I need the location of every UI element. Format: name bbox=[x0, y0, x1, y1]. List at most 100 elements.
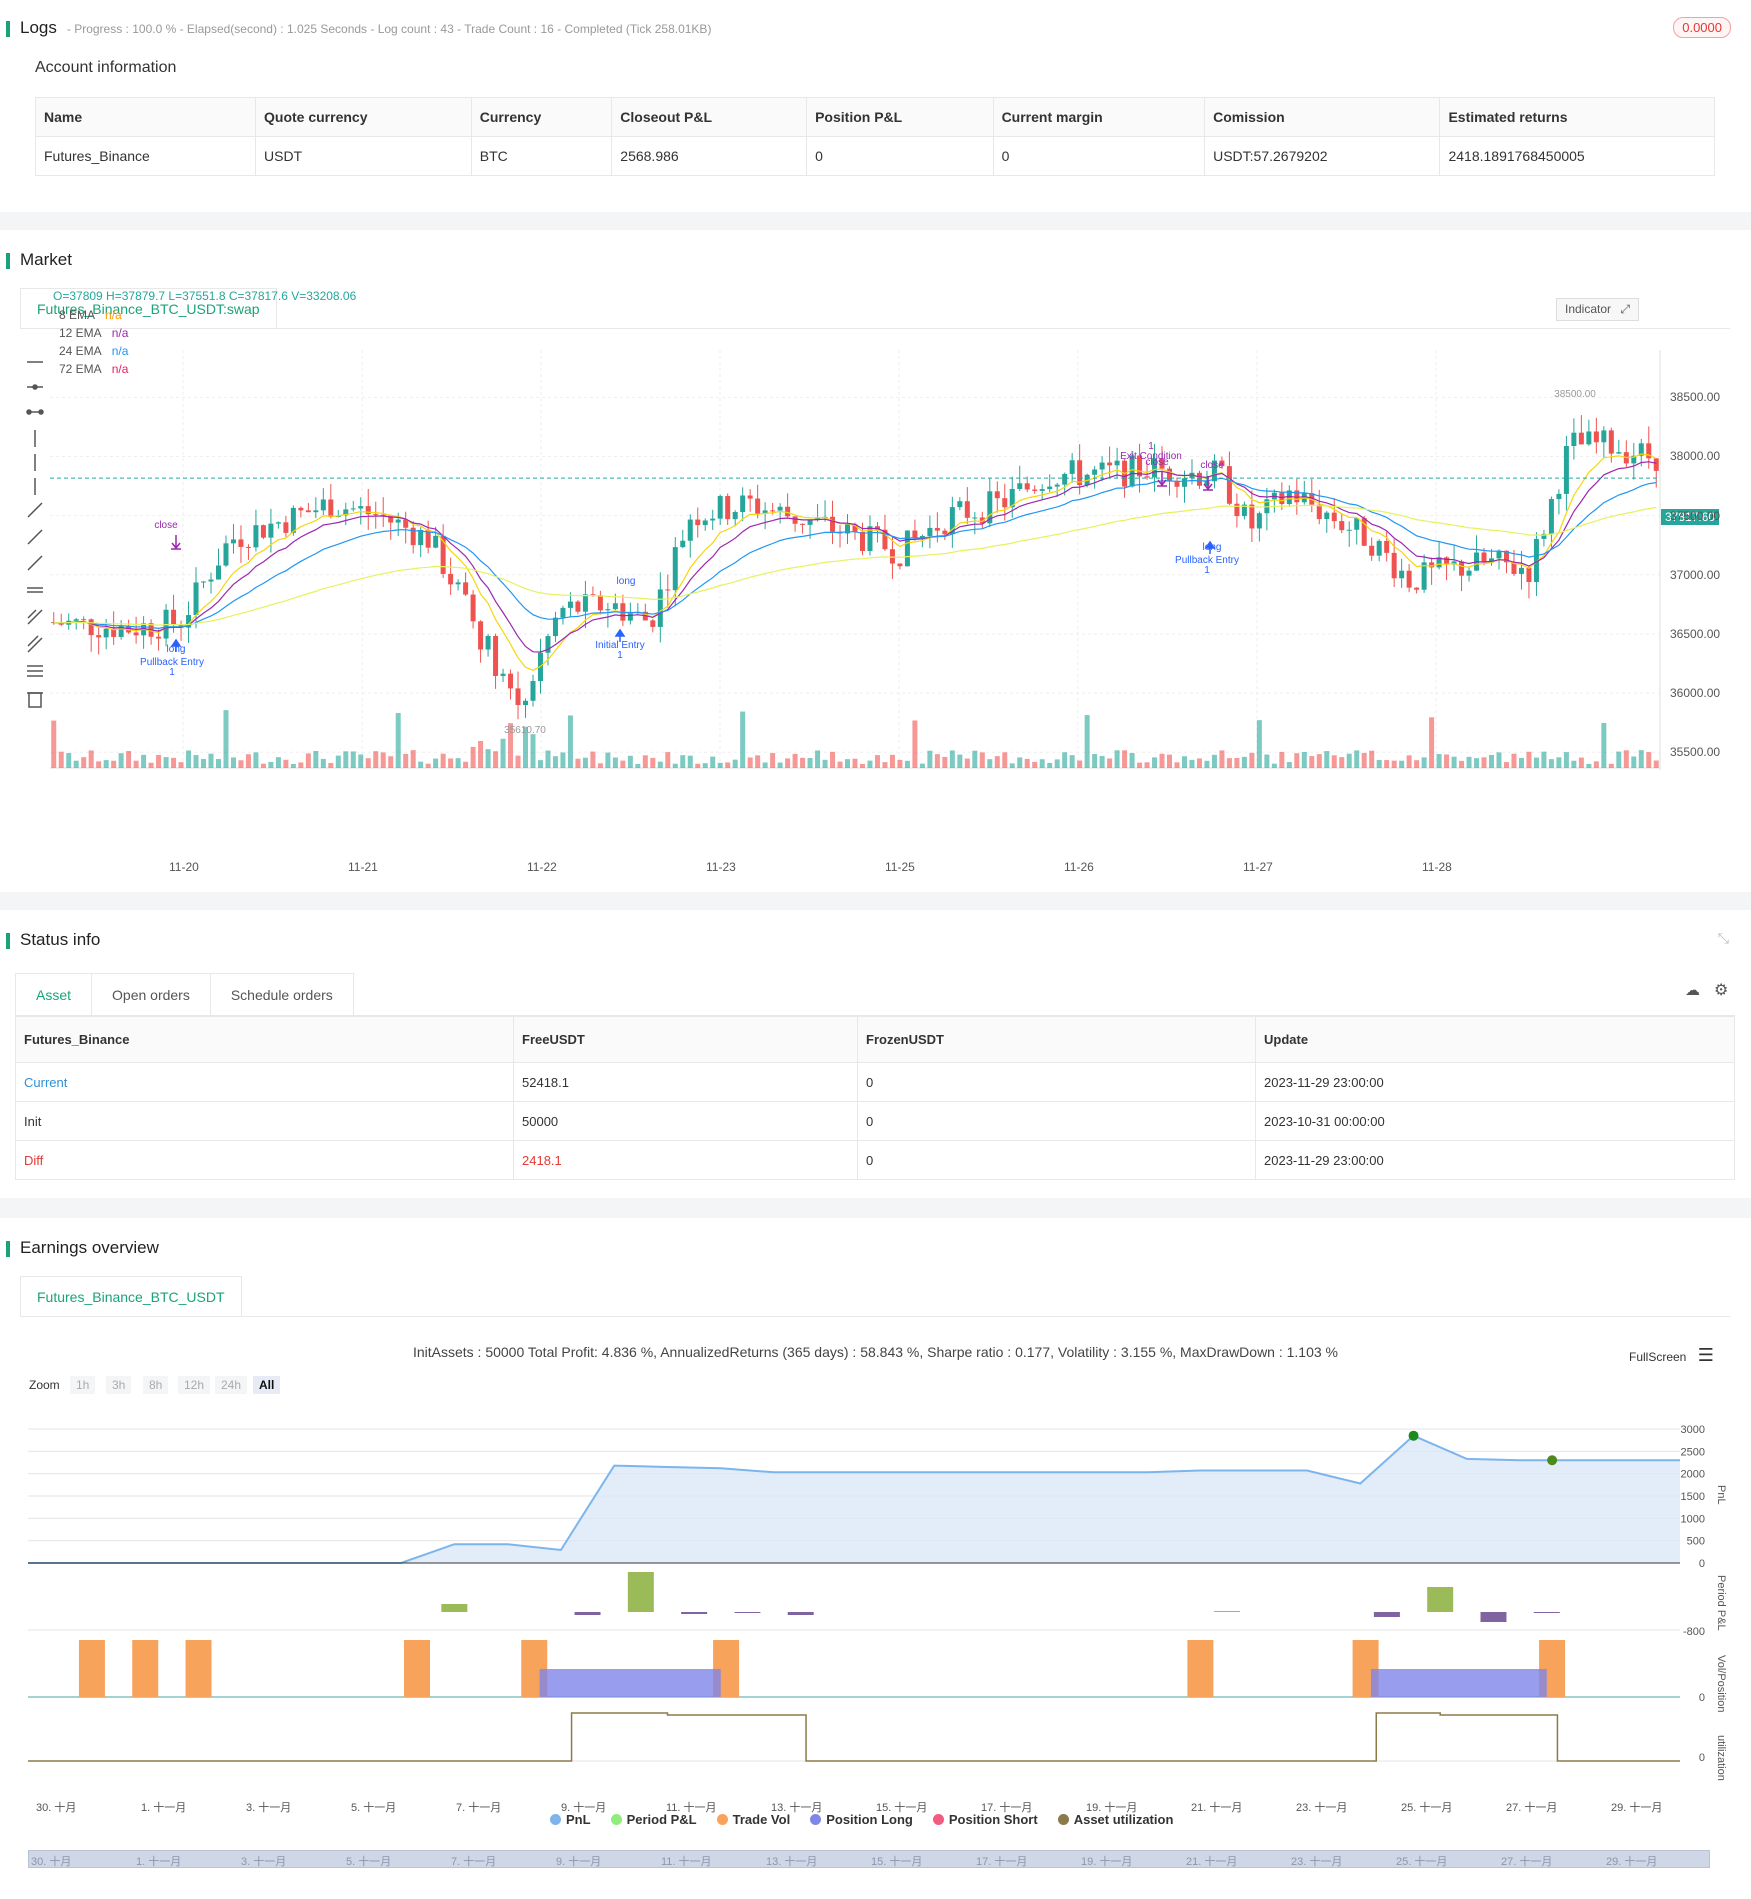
collapse-icon[interactable]: ⤡ bbox=[1717, 930, 1729, 946]
toolbar-icons[interactable] bbox=[24, 352, 46, 772]
acct-header: Name bbox=[35, 97, 256, 137]
zoom-all[interactable]: All bbox=[253, 1376, 281, 1394]
candle-body bbox=[156, 636, 162, 639]
zoom-12h[interactable]: 12h bbox=[178, 1376, 211, 1394]
candle-body bbox=[350, 508, 356, 510]
period-pnl-bar bbox=[627, 1572, 654, 1612]
navigator-tick: 23. 十一月 bbox=[1291, 1856, 1343, 1868]
volume-bar bbox=[283, 759, 289, 768]
legend-item[interactable]: Period P&L bbox=[610, 1812, 697, 1827]
candle-body bbox=[545, 636, 551, 653]
volume-bar bbox=[1189, 759, 1195, 768]
volume-bar bbox=[178, 762, 184, 768]
tab-open-orders[interactable]: Open orders bbox=[91, 973, 211, 1015]
earnings-symbol-tab[interactable]: Futures_Binance_BTC_USDT bbox=[20, 1276, 242, 1317]
volume-bar bbox=[1271, 763, 1277, 768]
navigator-tick: 19. 十一月 bbox=[1081, 1856, 1133, 1868]
candle-body bbox=[1586, 431, 1592, 445]
zoom-1h[interactable]: 1h bbox=[70, 1376, 96, 1394]
candle-body bbox=[650, 620, 656, 627]
volume-bar bbox=[934, 754, 940, 768]
asset-utilization-line bbox=[28, 1712, 1680, 1762]
settings-gear-icon[interactable]: ⚙ bbox=[1714, 982, 1729, 999]
zoom-3h[interactable]: 3h bbox=[106, 1376, 132, 1394]
candle-body bbox=[582, 594, 588, 612]
volume-bar bbox=[717, 762, 723, 768]
logs-badge[interactable]: 0.0000 bbox=[1673, 17, 1731, 38]
candle-body bbox=[777, 506, 783, 511]
legend-ema-72: 72 EMA n/a bbox=[59, 362, 129, 376]
cloud-download-icon[interactable]: ☁ bbox=[1685, 982, 1700, 999]
current-price-tag: 37817.60 bbox=[1661, 509, 1720, 525]
indicator-button[interactable]: Indicator ⤢ bbox=[1556, 298, 1639, 321]
candle-body bbox=[485, 635, 491, 650]
volume-bar bbox=[1451, 756, 1457, 768]
candle-body bbox=[852, 524, 858, 532]
zoom-8h[interactable]: 8h bbox=[143, 1376, 169, 1394]
candle-body bbox=[710, 518, 716, 521]
candle-body bbox=[830, 516, 836, 532]
period-axis-label: Period P&L bbox=[1715, 1575, 1727, 1631]
candle-body bbox=[657, 589, 663, 627]
candle-body bbox=[762, 510, 768, 514]
zoom-24h[interactable]: 24h bbox=[215, 1376, 248, 1394]
menu-icon[interactable]: ☰ bbox=[1697, 1345, 1714, 1365]
legend-item[interactable]: Position Short bbox=[932, 1812, 1038, 1827]
candle-body bbox=[695, 519, 701, 526]
volume-bar bbox=[350, 751, 356, 768]
volume-bar bbox=[230, 757, 236, 768]
volume-bar bbox=[1608, 763, 1614, 768]
volume-bar bbox=[313, 750, 319, 768]
volume-bar bbox=[1548, 759, 1554, 768]
tab-asset[interactable]: Asset bbox=[15, 973, 93, 1015]
tab-schedule-orders[interactable]: Schedule orders bbox=[209, 973, 354, 1015]
period-tick: -800 bbox=[1683, 1626, 1705, 1638]
candle-body bbox=[770, 510, 776, 512]
legend-dot-icon bbox=[550, 1814, 561, 1825]
volume-bar bbox=[163, 757, 169, 768]
volume-bar bbox=[1324, 751, 1330, 768]
volume-bar bbox=[1219, 750, 1225, 768]
candle-body bbox=[283, 522, 289, 533]
volume-bar bbox=[103, 760, 109, 768]
legend-item[interactable]: Trade Vol bbox=[716, 1812, 790, 1827]
legend-item[interactable]: Asset utilization bbox=[1057, 1812, 1173, 1827]
candle-body bbox=[133, 632, 139, 636]
period-pnl-bar bbox=[1533, 1612, 1560, 1613]
volume-bar bbox=[672, 763, 678, 768]
navigator-bar[interactable]: 30. 十月 1. 十一月 3. 十一月 5. 十一月 7. 十一月 9. 十一月 11. … bbox=[28, 1850, 1710, 1868]
candle-body bbox=[1047, 486, 1053, 490]
vol-axis-label: Vol/Position bbox=[1715, 1655, 1727, 1712]
market-symbol-tab[interactable]: Futures_Binance_BTC_USDT:swap bbox=[20, 288, 277, 329]
high-price-marker: 38500.00 bbox=[1554, 389, 1596, 400]
candle-body bbox=[785, 506, 791, 517]
expand-icon[interactable]: ⤢ bbox=[1620, 302, 1630, 316]
legend-item[interactable]: PnL bbox=[550, 1812, 591, 1827]
candle-body bbox=[463, 582, 469, 595]
period-pnl-bar bbox=[1214, 1611, 1241, 1612]
legend-dot-icon bbox=[716, 1814, 728, 1825]
asset-header: Update bbox=[1255, 1016, 1735, 1063]
candle-body bbox=[1556, 493, 1562, 500]
candle-body bbox=[605, 609, 611, 611]
volume-bar bbox=[66, 753, 72, 768]
acct-header: Estimated returns bbox=[1439, 97, 1715, 137]
candle-body bbox=[732, 512, 738, 520]
legend-item[interactable]: Position Long bbox=[810, 1812, 913, 1827]
earnings-chart[interactable]: 3000 2500 2000 1500 1000 500 0 PnL -800 Period P&… bbox=[0, 1405, 1751, 1820]
volume-bar bbox=[1107, 758, 1113, 768]
candle-body bbox=[567, 601, 573, 608]
volume-bar bbox=[1616, 751, 1622, 768]
price-tick: 37500.00 bbox=[1670, 508, 1721, 523]
candle-body bbox=[680, 540, 686, 548]
pnl-peak-marker bbox=[1408, 1430, 1419, 1441]
volume-bar bbox=[1152, 757, 1158, 768]
fullscreen-button[interactable]: FullScreen ☰ bbox=[1629, 1345, 1714, 1365]
candle-body bbox=[912, 530, 918, 539]
earnings-summary: InitAssets : 50000 Total Profit: 4.836 %… bbox=[412, 1344, 1339, 1360]
period-pnl-bar bbox=[734, 1612, 761, 1613]
volume-bar bbox=[388, 756, 394, 768]
annotation-count: 1 bbox=[1204, 565, 1210, 576]
candle-body bbox=[1196, 472, 1202, 486]
